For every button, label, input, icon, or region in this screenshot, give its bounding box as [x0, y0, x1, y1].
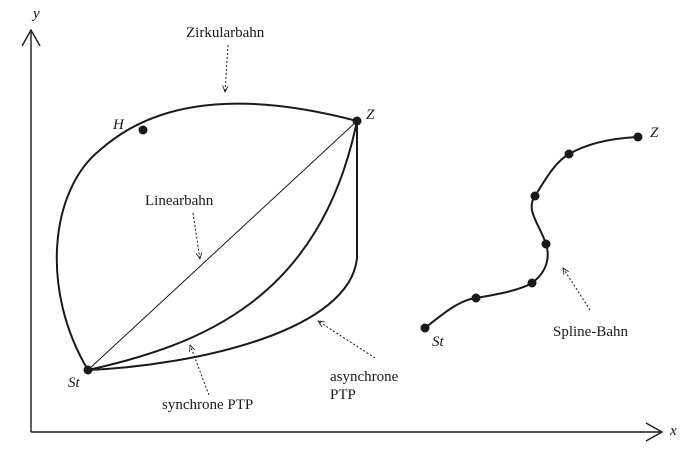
spline-path-label: Spline-Bahn [553, 324, 628, 340]
start-point-right [420, 323, 430, 333]
linear-label-pointer [192, 212, 200, 259]
async-ptp-label-pointer [318, 321, 376, 359]
start-label-left: St [68, 375, 80, 391]
x-axis-label: x [670, 423, 677, 439]
spline-node [564, 149, 574, 159]
goal-label-left: Z [366, 107, 375, 123]
circular-label-pointer [225, 44, 228, 92]
start-label-right: St [432, 334, 444, 350]
async-ptp-curve [87, 121, 358, 371]
spline-node [530, 191, 540, 201]
goal-point-left [352, 116, 362, 126]
spline-node [541, 239, 551, 249]
spline-path-curve [424, 136, 639, 329]
circular-path-label: Zirkularbahn [186, 25, 265, 41]
spline-node [471, 293, 481, 303]
sync-ptp-label-pointer [190, 345, 210, 396]
linear-path-label: Linearbahn [145, 193, 214, 209]
sync-ptp-label: synchrone PTP [162, 397, 254, 413]
y-axis-label: y [33, 6, 40, 22]
goal-point-right [633, 132, 643, 142]
x-axis-arrowhead [645, 422, 664, 442]
aux-point-h [138, 125, 148, 135]
async-ptp-label-line2: PTP [330, 387, 356, 403]
aux-label-h: H [113, 117, 124, 133]
goal-label-right: Z [650, 125, 659, 141]
spline-node [527, 278, 537, 288]
y-axis-arrowhead [21, 28, 41, 47]
spline-label-pointer [563, 268, 591, 311]
async-ptp-label-line1: asynchrone [330, 369, 399, 385]
start-point-left [83, 365, 93, 375]
linear-path-line [87, 120, 358, 371]
sync-ptp-curve [87, 120, 358, 371]
circular-path-curve [55, 102, 358, 371]
